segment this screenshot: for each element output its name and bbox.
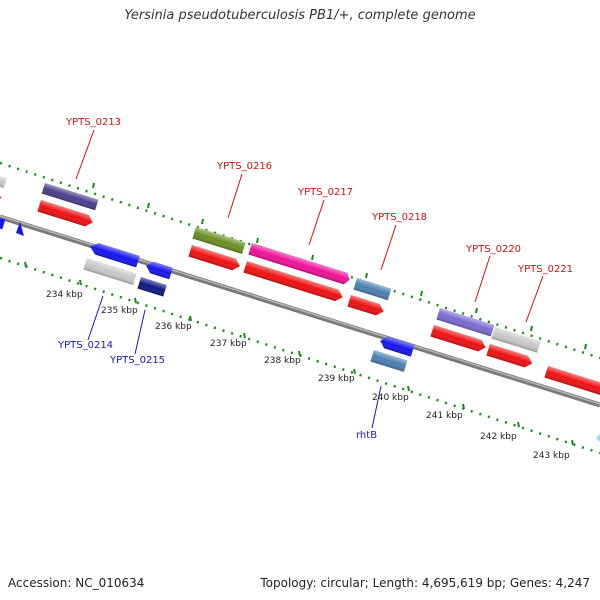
gc-track-ticks: [24, 182, 587, 446]
gene-ypts-0216[interactable]: [192, 227, 246, 255]
gene-small-blue-arrow[interactable]: [16, 222, 24, 236]
label-rhtb: rhtB: [356, 430, 377, 441]
tick-label: 235 kbp: [101, 306, 138, 316]
label-ypts-0214: YPTS_0214: [57, 340, 113, 351]
gene-partial-right-cyan[interactable]: [596, 434, 600, 442]
map-title: Yersinia pseudotuberculosis PB1/+, compl…: [124, 8, 476, 23]
gene-partial-right-red[interactable]: [544, 366, 600, 396]
tick-label: 240 kbp: [372, 393, 409, 403]
label-leaders: [75, 129, 544, 429]
tick-label: 237 kbp: [210, 339, 247, 349]
gene-ypts-0214[interactable]: [83, 258, 137, 286]
gene-ypts-0214-blue[interactable]: [88, 241, 140, 268]
gene-partial-left-gray[interactable]: [0, 170, 7, 188]
genome-stats: Topology: circular; Length: 4,695,619 bp…: [260, 576, 590, 590]
label-ypts-0220: YPTS_0220: [465, 244, 521, 255]
tick-label: 239 kbp: [318, 374, 355, 384]
gene-ypts-0220[interactable]: [436, 308, 495, 337]
label-ypts-0216: YPTS_0216: [216, 161, 272, 172]
gene-ypts-0215[interactable]: [137, 277, 167, 297]
label-ypts-0215: YPTS_0215: [109, 355, 165, 366]
gene-ypts-0215-blue[interactable]: [144, 260, 173, 280]
accession-label: Accession: NC_010634: [8, 576, 145, 590]
gene-rhtb-blue[interactable]: [378, 335, 415, 357]
gene-ypts-0217[interactable]: [248, 243, 351, 286]
gene-ypts-0221-cds[interactable]: [486, 344, 533, 369]
gene-partial-left-blue[interactable]: [0, 215, 6, 230]
tick-label: 238 kbp: [264, 356, 301, 366]
gene-ypts-0218[interactable]: [353, 278, 392, 301]
gene-ypts-0221[interactable]: [491, 327, 541, 353]
gene-ypts-0218-cds[interactable]: [347, 295, 385, 317]
tick-label: 236 kbp: [155, 322, 192, 332]
gene-partial-left-red[interactable]: [0, 186, 3, 203]
tick-label: 242 kbp: [480, 432, 517, 442]
gene-ypts-0213[interactable]: [41, 183, 99, 211]
gene-ypts-0216-cds[interactable]: [188, 245, 241, 272]
gene-rhtb[interactable]: [370, 350, 408, 372]
tick-label: 234 kbp: [46, 290, 83, 300]
label-ypts-0213: YPTS_0213: [65, 117, 121, 128]
gene-ypts-0213-cds[interactable]: [37, 200, 94, 228]
label-ypts-0217: YPTS_0217: [297, 187, 353, 198]
label-ypts-0218: YPTS_0218: [371, 212, 427, 223]
label-ypts-0221: YPTS_0221: [517, 264, 573, 275]
gene-ypts-0217-cds[interactable]: [243, 261, 344, 303]
gene-ypts-0220-cds[interactable]: [430, 325, 487, 353]
tick-label: 243 kbp: [533, 451, 570, 461]
tick-label: 241 kbp: [426, 411, 463, 421]
